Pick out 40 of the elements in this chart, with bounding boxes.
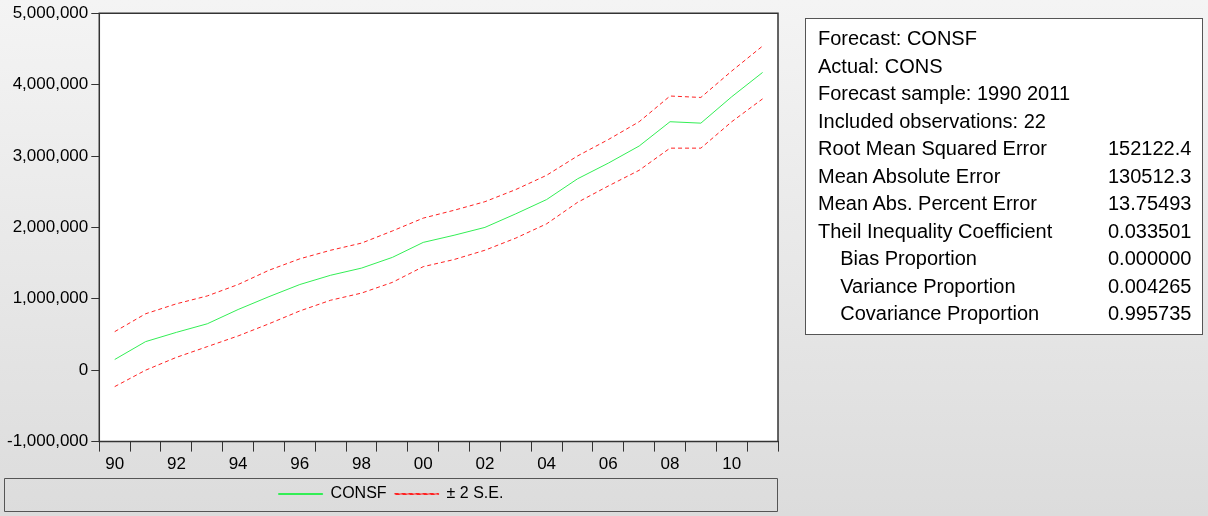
x-tick-label: 08 — [660, 454, 680, 474]
y-tick-label: 3,000,000 — [12, 145, 89, 165]
legend-label: CONSF — [330, 484, 387, 502]
text: Actual: CONS — [818, 53, 944, 79]
category-label: Bias Proportion — [839, 246, 978, 271]
text: Included observations: 22 — [818, 108, 1047, 134]
text: 0.995735 — [1108, 302, 1192, 324]
category-label: Mean Abs. Percent Error — [818, 191, 1038, 216]
y-tick-label: 4,000,000 — [12, 74, 89, 94]
y-tick-label: 0 — [78, 359, 89, 379]
text: Forecast: CONSF — [818, 26, 978, 51]
x-tick-label: 02 — [475, 454, 495, 474]
x-tick-label: 94 — [228, 454, 248, 474]
y-tick-label: 5,000,000 — [12, 2, 89, 22]
text: Forecast sample: 1990 2011 — [818, 81, 1071, 106]
text: 0.000000 — [1108, 247, 1192, 269]
x-tick-label: 90 — [105, 454, 125, 474]
category-label: Mean Absolute Error — [818, 163, 1002, 189]
text: 0.033501 — [1108, 219, 1192, 242]
text: 152122.4 — [1108, 137, 1192, 159]
category-label: Root Mean Squared Error — [818, 136, 1048, 161]
text: 130512.3 — [1108, 164, 1192, 187]
x-tick-label: 10 — [722, 454, 742, 474]
text: 0.004265 — [1108, 274, 1192, 297]
line-series — [114, 98, 764, 388]
category-label: Variance Proportion — [839, 273, 1017, 299]
x-tick-label: 04 — [537, 454, 557, 474]
category-label: Theil Inequality Coefficient — [818, 218, 1054, 244]
legend-label: ± 2 S.E. — [446, 484, 504, 502]
y-tick-label: -1,000,000 — [6, 431, 89, 451]
y-tick-label: 2,000,000 — [12, 217, 89, 237]
x-tick-label: 06 — [598, 454, 618, 474]
x-tick-label: 92 — [166, 454, 186, 474]
category-label: Covariance Proportion — [839, 301, 1041, 326]
x-tick-label: 96 — [290, 454, 310, 474]
line-series — [114, 45, 764, 333]
x-tick-label: 00 — [413, 454, 433, 474]
y-tick-label: 1,000,000 — [12, 288, 89, 308]
text: 13.75493 — [1108, 192, 1192, 214]
x-tick-label: 98 — [352, 454, 371, 474]
